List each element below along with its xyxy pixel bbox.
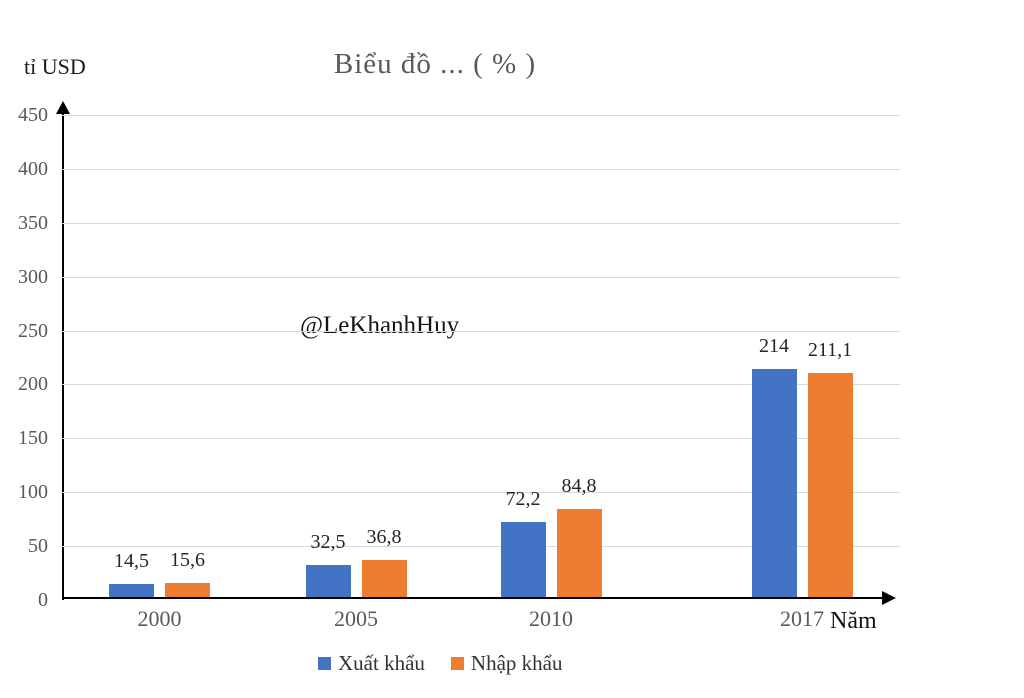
gridline-100 <box>62 492 900 494</box>
x-tick-label-2017: 2017 <box>780 606 824 631</box>
gridline-150 <box>62 438 900 440</box>
bar-value-label-xuat-khau-2000: 14,5 <box>114 550 149 573</box>
bar-xuat-khau-2017 <box>751 369 797 597</box>
bar-value-label-nhap-khau-2010: 84,8 <box>561 474 597 497</box>
bar-xuat-khau-2005 <box>305 565 351 597</box>
y-tick-label-400: 400 <box>18 157 48 180</box>
y-axis-arrow-up-icon <box>56 101 70 114</box>
legend-swatch-blue-icon <box>318 657 331 670</box>
bar-value-label-nhap-khau-2005: 36,8 <box>366 526 402 549</box>
x-axis-title: Năm <box>830 608 877 634</box>
bar-nhap-khau-2000 <box>165 583 210 597</box>
legend-item-nhap-khau: Nhập khẩu <box>450 651 563 675</box>
bar-xuat-khau-2000 <box>109 584 154 597</box>
gridline-250 <box>62 330 900 332</box>
y-tick-label-100: 100 <box>18 481 48 504</box>
legend-swatch-orange-icon <box>450 657 464 670</box>
bar-nhap-khau-2010 <box>556 508 602 597</box>
gridline-400 <box>62 168 900 170</box>
y-tick-label-50: 50 <box>28 535 48 558</box>
bar-value-label-nhap-khau-2017: 211,1 <box>807 338 853 361</box>
bar-value-label-xuat-khau-2017: 214 <box>759 335 789 358</box>
x-tick-label-2010: 2010 <box>529 606 573 631</box>
gridline-50 <box>62 546 900 548</box>
bar-nhap-khau-2005 <box>361 560 407 597</box>
gridline-200 <box>62 384 900 386</box>
y-tick-label-200: 200 <box>18 373 48 396</box>
bar-value-label-xuat-khau-2010: 72,2 <box>505 488 541 511</box>
x-axis-arrow-right-icon <box>882 591 896 605</box>
gridline-300 <box>62 276 900 278</box>
legend-label: Nhập khẩu <box>470 651 563 675</box>
y-axis-unit-label: tỉ USD <box>24 54 86 79</box>
gridline-450 <box>62 115 900 116</box>
y-tick-label-350: 350 <box>18 211 48 234</box>
legend-item-xuat-khau: Xuất khẩu <box>318 653 425 674</box>
y-tick-label-450: 450 <box>18 104 48 126</box>
x-tick-label-2005: 2005 <box>334 606 378 631</box>
x-axis-line <box>62 597 882 599</box>
y-axis-line <box>62 112 64 600</box>
watermark: @LeKhanhHuy <box>300 312 460 339</box>
bar-xuat-khau-2010 <box>500 522 546 597</box>
y-tick-label-150: 150 <box>18 427 48 450</box>
bar-value-label-nhap-khau-2000: 15,6 <box>170 549 205 572</box>
chart-title: Biểu đồ ... ( % ) <box>333 48 537 80</box>
y-tick-label-0: 0 <box>38 589 48 611</box>
legend: Xuất khẩu Nhập khẩu <box>318 653 562 674</box>
y-tick-label-250: 250 <box>18 319 48 342</box>
x-tick-label-2000: 2000 <box>137 606 182 631</box>
gridline-350 <box>62 222 900 224</box>
legend-label: Xuất khẩu <box>338 651 425 675</box>
bar-value-label-xuat-khau-2005: 32,5 <box>310 531 346 553</box>
bar-nhap-khau-2017 <box>807 372 853 597</box>
y-tick-label-300: 300 <box>18 265 48 288</box>
